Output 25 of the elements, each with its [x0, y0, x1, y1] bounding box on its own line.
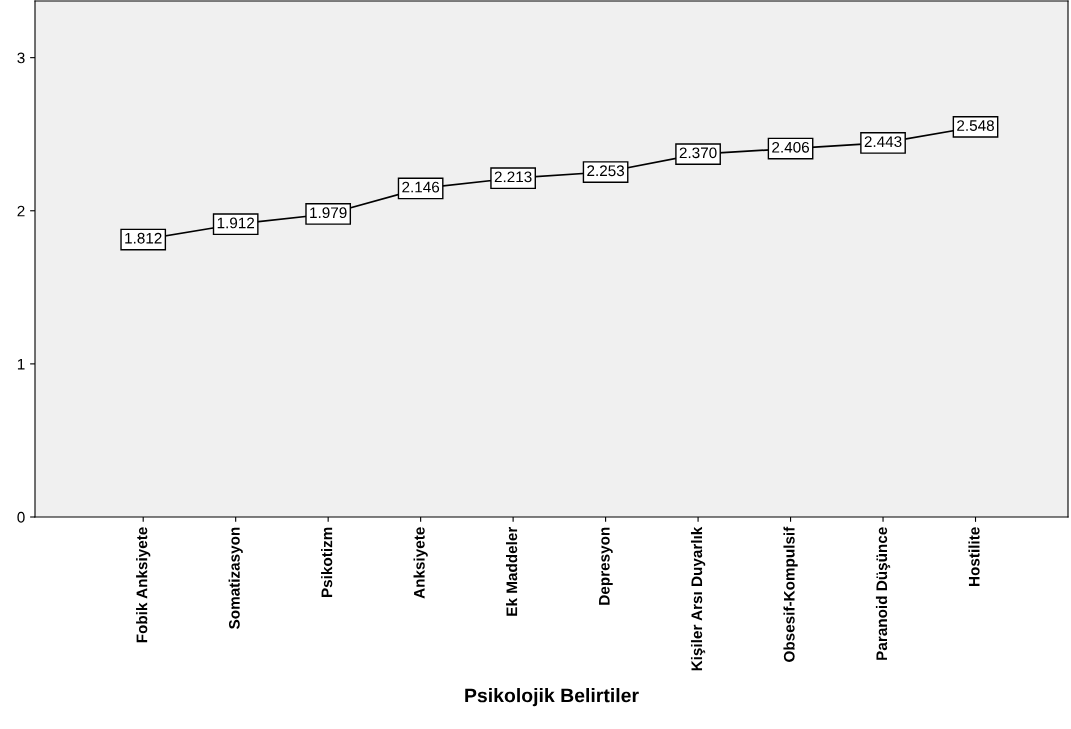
y-tick-label: 0 [17, 511, 25, 523]
x-tick-label: Anksiyete [413, 527, 428, 599]
data-label: 2.443 [864, 136, 902, 148]
x-tick-label: Kişiler Arsı Duyarlık [690, 526, 706, 671]
x-tick-label: Ek Maddeler [506, 526, 518, 616]
data-label: 1.979 [310, 207, 347, 219]
data-label: 2.370 [679, 147, 717, 159]
y-tick-label: 1 [17, 358, 25, 370]
x-tick-label: Obsesif-Kompulsif [783, 526, 798, 662]
data-label: 1.812 [125, 232, 162, 244]
x-tick-label: Fobik Anksiyete [136, 527, 151, 643]
data-label: 1.912 [217, 217, 255, 229]
data-label: 2.146 [402, 181, 440, 193]
data-label: 2.213 [494, 171, 532, 183]
x-tick-label: Hostilite [968, 527, 980, 586]
x-tick-label: Psikotizm [321, 527, 333, 598]
y-tick-label: 3 [17, 52, 25, 64]
data-label: 2.253 [587, 165, 625, 177]
data-label: 2.406 [772, 141, 810, 153]
data-label: 2.548 [957, 120, 994, 131]
x-tick-label: Paranoid Düşünce [875, 527, 891, 660]
x-axis-title: Psikolojik Belirtiler [465, 688, 639, 707]
x-tick-label: Depresyon [599, 527, 613, 605]
x-tick-label: Somatizasyon [228, 527, 243, 630]
y-tick-label: 2 [17, 205, 25, 217]
